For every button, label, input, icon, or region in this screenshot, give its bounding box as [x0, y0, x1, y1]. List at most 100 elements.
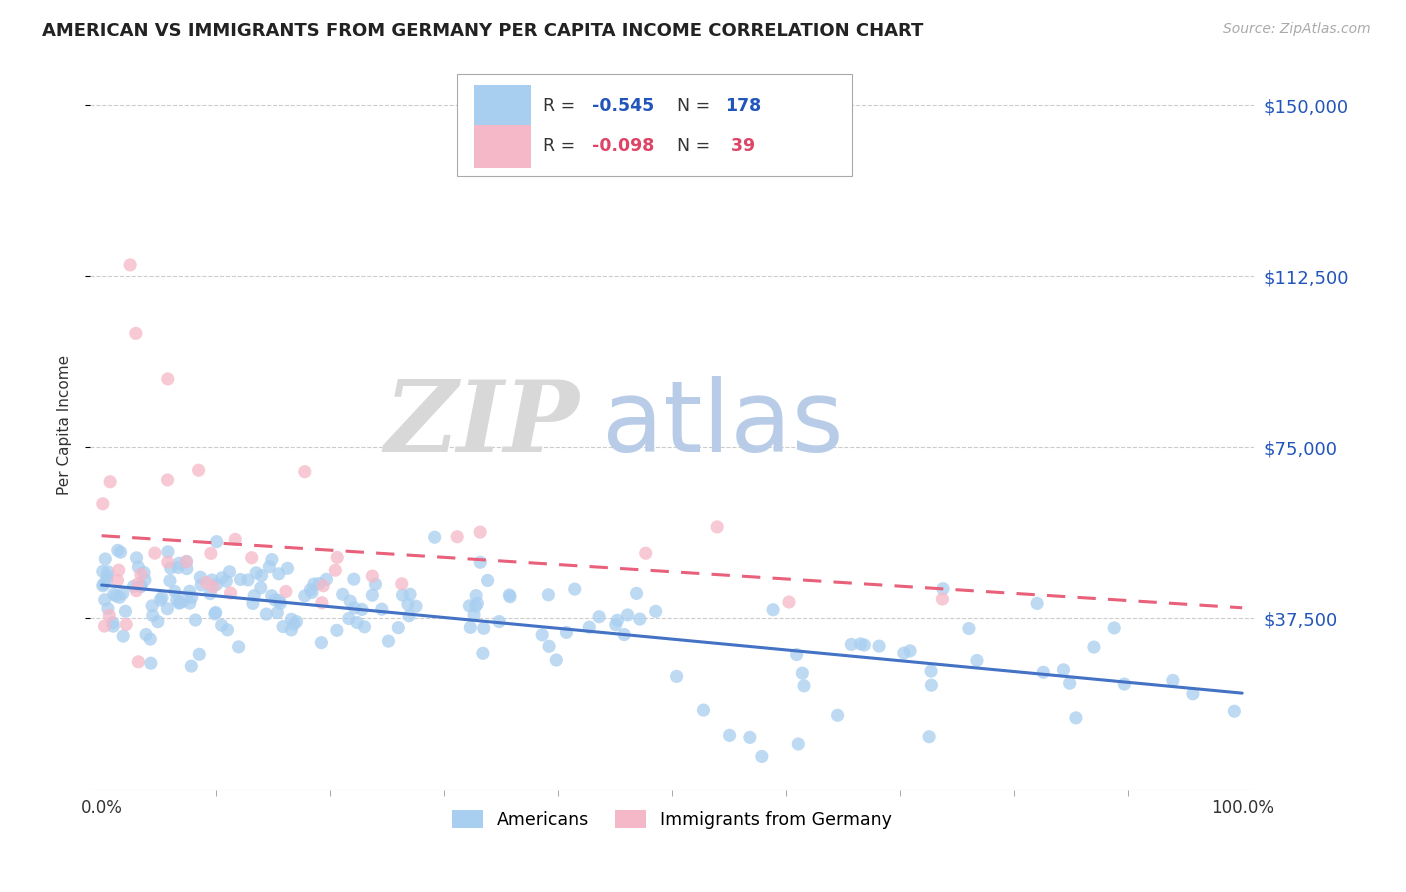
Point	[149, 593, 172, 607]
Point	[190, 570, 212, 584]
Point	[957, 622, 980, 636]
Point	[250, 568, 273, 582]
Point	[240, 550, 263, 565]
Point	[396, 597, 419, 611]
Point	[120, 258, 142, 272]
Point	[531, 628, 554, 642]
Point	[97, 565, 120, 579]
Text: -0.545: -0.545	[592, 97, 654, 115]
Point	[350, 602, 373, 616]
Point	[311, 596, 333, 610]
Point	[169, 596, 191, 610]
Point	[326, 550, 349, 565]
Point	[786, 648, 808, 662]
Point	[201, 580, 224, 594]
Point	[267, 566, 290, 581]
Point	[150, 591, 173, 605]
Text: R =: R =	[543, 97, 581, 115]
Point	[613, 627, 636, 641]
Point	[387, 621, 409, 635]
Point	[224, 533, 246, 547]
Point	[96, 573, 118, 587]
Point	[215, 574, 238, 589]
Point	[146, 615, 169, 629]
Point	[555, 625, 578, 640]
Point	[156, 473, 179, 487]
Point	[94, 552, 117, 566]
Point	[371, 602, 394, 616]
Legend: Americans, Immigrants from Germany: Americans, Immigrants from Germany	[444, 803, 898, 836]
Point	[172, 594, 194, 608]
Point	[103, 619, 125, 633]
Point	[339, 594, 361, 608]
Point	[159, 561, 181, 575]
Point	[1064, 711, 1087, 725]
Point	[264, 593, 287, 607]
Point	[249, 581, 271, 595]
Point	[1161, 673, 1184, 688]
Point	[499, 590, 522, 604]
Point	[125, 550, 148, 565]
Point	[578, 620, 600, 634]
Point	[1083, 640, 1105, 654]
Point	[200, 586, 222, 600]
Point	[301, 585, 323, 599]
Point	[285, 615, 308, 629]
Point	[312, 579, 335, 593]
Point	[391, 588, 413, 602]
Point	[920, 678, 942, 692]
Text: N =: N =	[676, 97, 716, 115]
Text: -0.098: -0.098	[592, 137, 654, 155]
Point	[893, 646, 915, 660]
Point	[606, 613, 628, 627]
Point	[405, 599, 427, 614]
Point	[127, 577, 149, 591]
Point	[931, 592, 953, 607]
Text: AMERICAN VS IMMIGRANTS FROM GERMANY PER CAPITA INCOME CORRELATION CHART: AMERICAN VS IMMIGRANTS FROM GERMANY PER …	[42, 22, 924, 40]
Point	[139, 657, 162, 671]
Point	[1114, 677, 1136, 691]
Point	[143, 546, 166, 560]
Point	[634, 546, 657, 560]
Point	[228, 640, 250, 654]
Point	[156, 372, 179, 386]
Point	[167, 556, 190, 570]
Point	[141, 599, 163, 613]
Point	[236, 573, 259, 587]
Point	[167, 596, 190, 610]
Point	[377, 634, 399, 648]
Point	[762, 603, 785, 617]
Point	[217, 623, 239, 637]
Point	[107, 543, 129, 558]
Point	[98, 608, 121, 623]
Point	[201, 573, 224, 587]
Text: atlas: atlas	[602, 376, 844, 473]
Point	[692, 703, 714, 717]
Point	[1052, 663, 1074, 677]
Point	[588, 609, 610, 624]
Point	[488, 615, 510, 629]
Point	[463, 607, 485, 622]
Point	[966, 654, 988, 668]
Point	[93, 619, 115, 633]
FancyBboxPatch shape	[457, 74, 852, 177]
Point	[108, 591, 131, 605]
Point	[114, 604, 136, 618]
Point	[302, 577, 325, 591]
Point	[311, 635, 333, 649]
Point	[129, 580, 152, 594]
Point	[260, 552, 283, 566]
Point	[125, 583, 148, 598]
Point	[787, 737, 810, 751]
Point	[827, 708, 849, 723]
Point	[920, 664, 942, 678]
Point	[254, 607, 277, 621]
Point	[179, 584, 201, 599]
Point	[107, 574, 129, 588]
Point	[93, 577, 115, 591]
Point	[139, 632, 162, 646]
Point	[343, 601, 366, 615]
Point	[446, 530, 468, 544]
Point	[315, 572, 337, 586]
Point	[243, 589, 266, 603]
